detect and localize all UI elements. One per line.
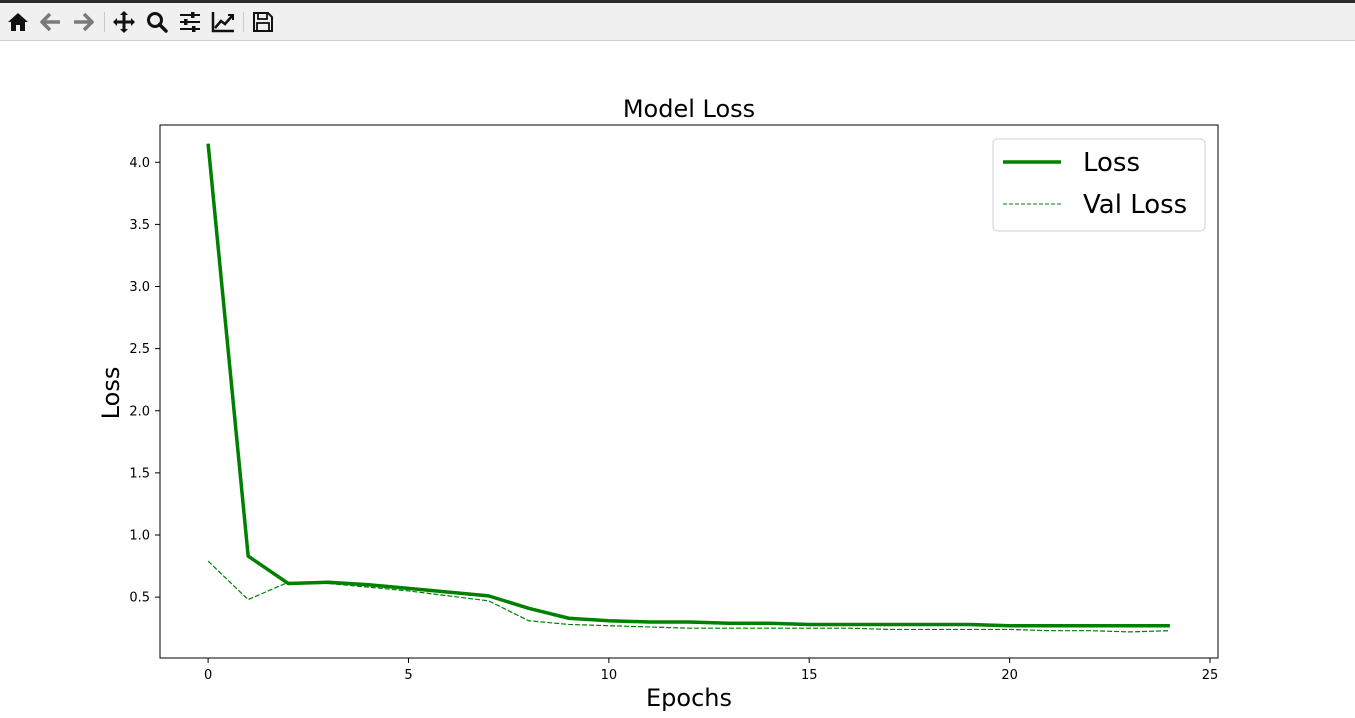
zoom-icon	[147, 12, 168, 33]
toolbar-separator	[104, 12, 105, 32]
y-tick-label: 3.0	[129, 280, 150, 295]
figure-canvas[interactable]: Model Loss 0 5 10 15 20 25 0.5 1.0 1.5 2.0 2.5 3.0…	[0, 41, 1355, 718]
legend-label-val-loss: Val Loss	[1083, 190, 1187, 220]
save-icon	[253, 12, 273, 32]
x-tick-label: 25	[1202, 668, 1219, 683]
x-tick-label: 10	[601, 668, 618, 683]
home-button[interactable]	[4, 7, 32, 37]
forward-arrow-icon	[74, 12, 94, 32]
edit-axis-icon	[211, 12, 234, 33]
y-axis: 0.5 1.0 1.5 2.0 2.5 3.0 3.5 4.0	[129, 156, 160, 606]
y-tick-label: 3.5	[129, 218, 150, 233]
edit-axis-button[interactable]	[209, 7, 237, 37]
series-layer	[206, 143, 1170, 633]
legend-label-loss: Loss	[1083, 148, 1140, 178]
x-tick-label: 20	[1001, 668, 1018, 683]
x-tick-label: 5	[404, 668, 412, 683]
x-tick-label: 0	[204, 668, 212, 683]
y-tick-label: 1.5	[129, 466, 150, 481]
legend: Loss Val Loss	[992, 138, 1206, 232]
navigation-toolbar	[0, 3, 1355, 41]
save-button[interactable]	[249, 7, 277, 37]
configure-subplots-button[interactable]	[176, 7, 204, 37]
chart-title: Model Loss	[623, 95, 755, 123]
zoom-button[interactable]	[143, 7, 171, 37]
y-axis-label: Loss	[97, 367, 125, 420]
toolbar-separator	[243, 12, 244, 32]
x-tick-label: 15	[801, 668, 818, 683]
pan-button[interactable]	[110, 7, 138, 37]
series-line-loss	[206, 143, 1170, 628]
y-tick-label: 2.0	[129, 404, 150, 419]
y-tick-label: 1.0	[129, 529, 150, 544]
back-button[interactable]	[37, 7, 65, 37]
y-tick-label: 4.0	[129, 156, 150, 171]
forward-button[interactable]	[69, 7, 97, 37]
pan-icon	[113, 11, 135, 33]
back-arrow-icon	[40, 12, 60, 32]
window-top-border	[0, 0, 1355, 3]
x-axis: 0 5 10 15 20 25	[204, 658, 1218, 683]
configure-subplots-icon	[180, 12, 200, 32]
series-line-val-loss	[207, 560, 1170, 633]
home-icon	[8, 13, 28, 31]
y-tick-label: 2.5	[129, 342, 150, 357]
x-axis-label: Epochs	[646, 684, 732, 712]
y-tick-label: 0.5	[129, 591, 150, 606]
